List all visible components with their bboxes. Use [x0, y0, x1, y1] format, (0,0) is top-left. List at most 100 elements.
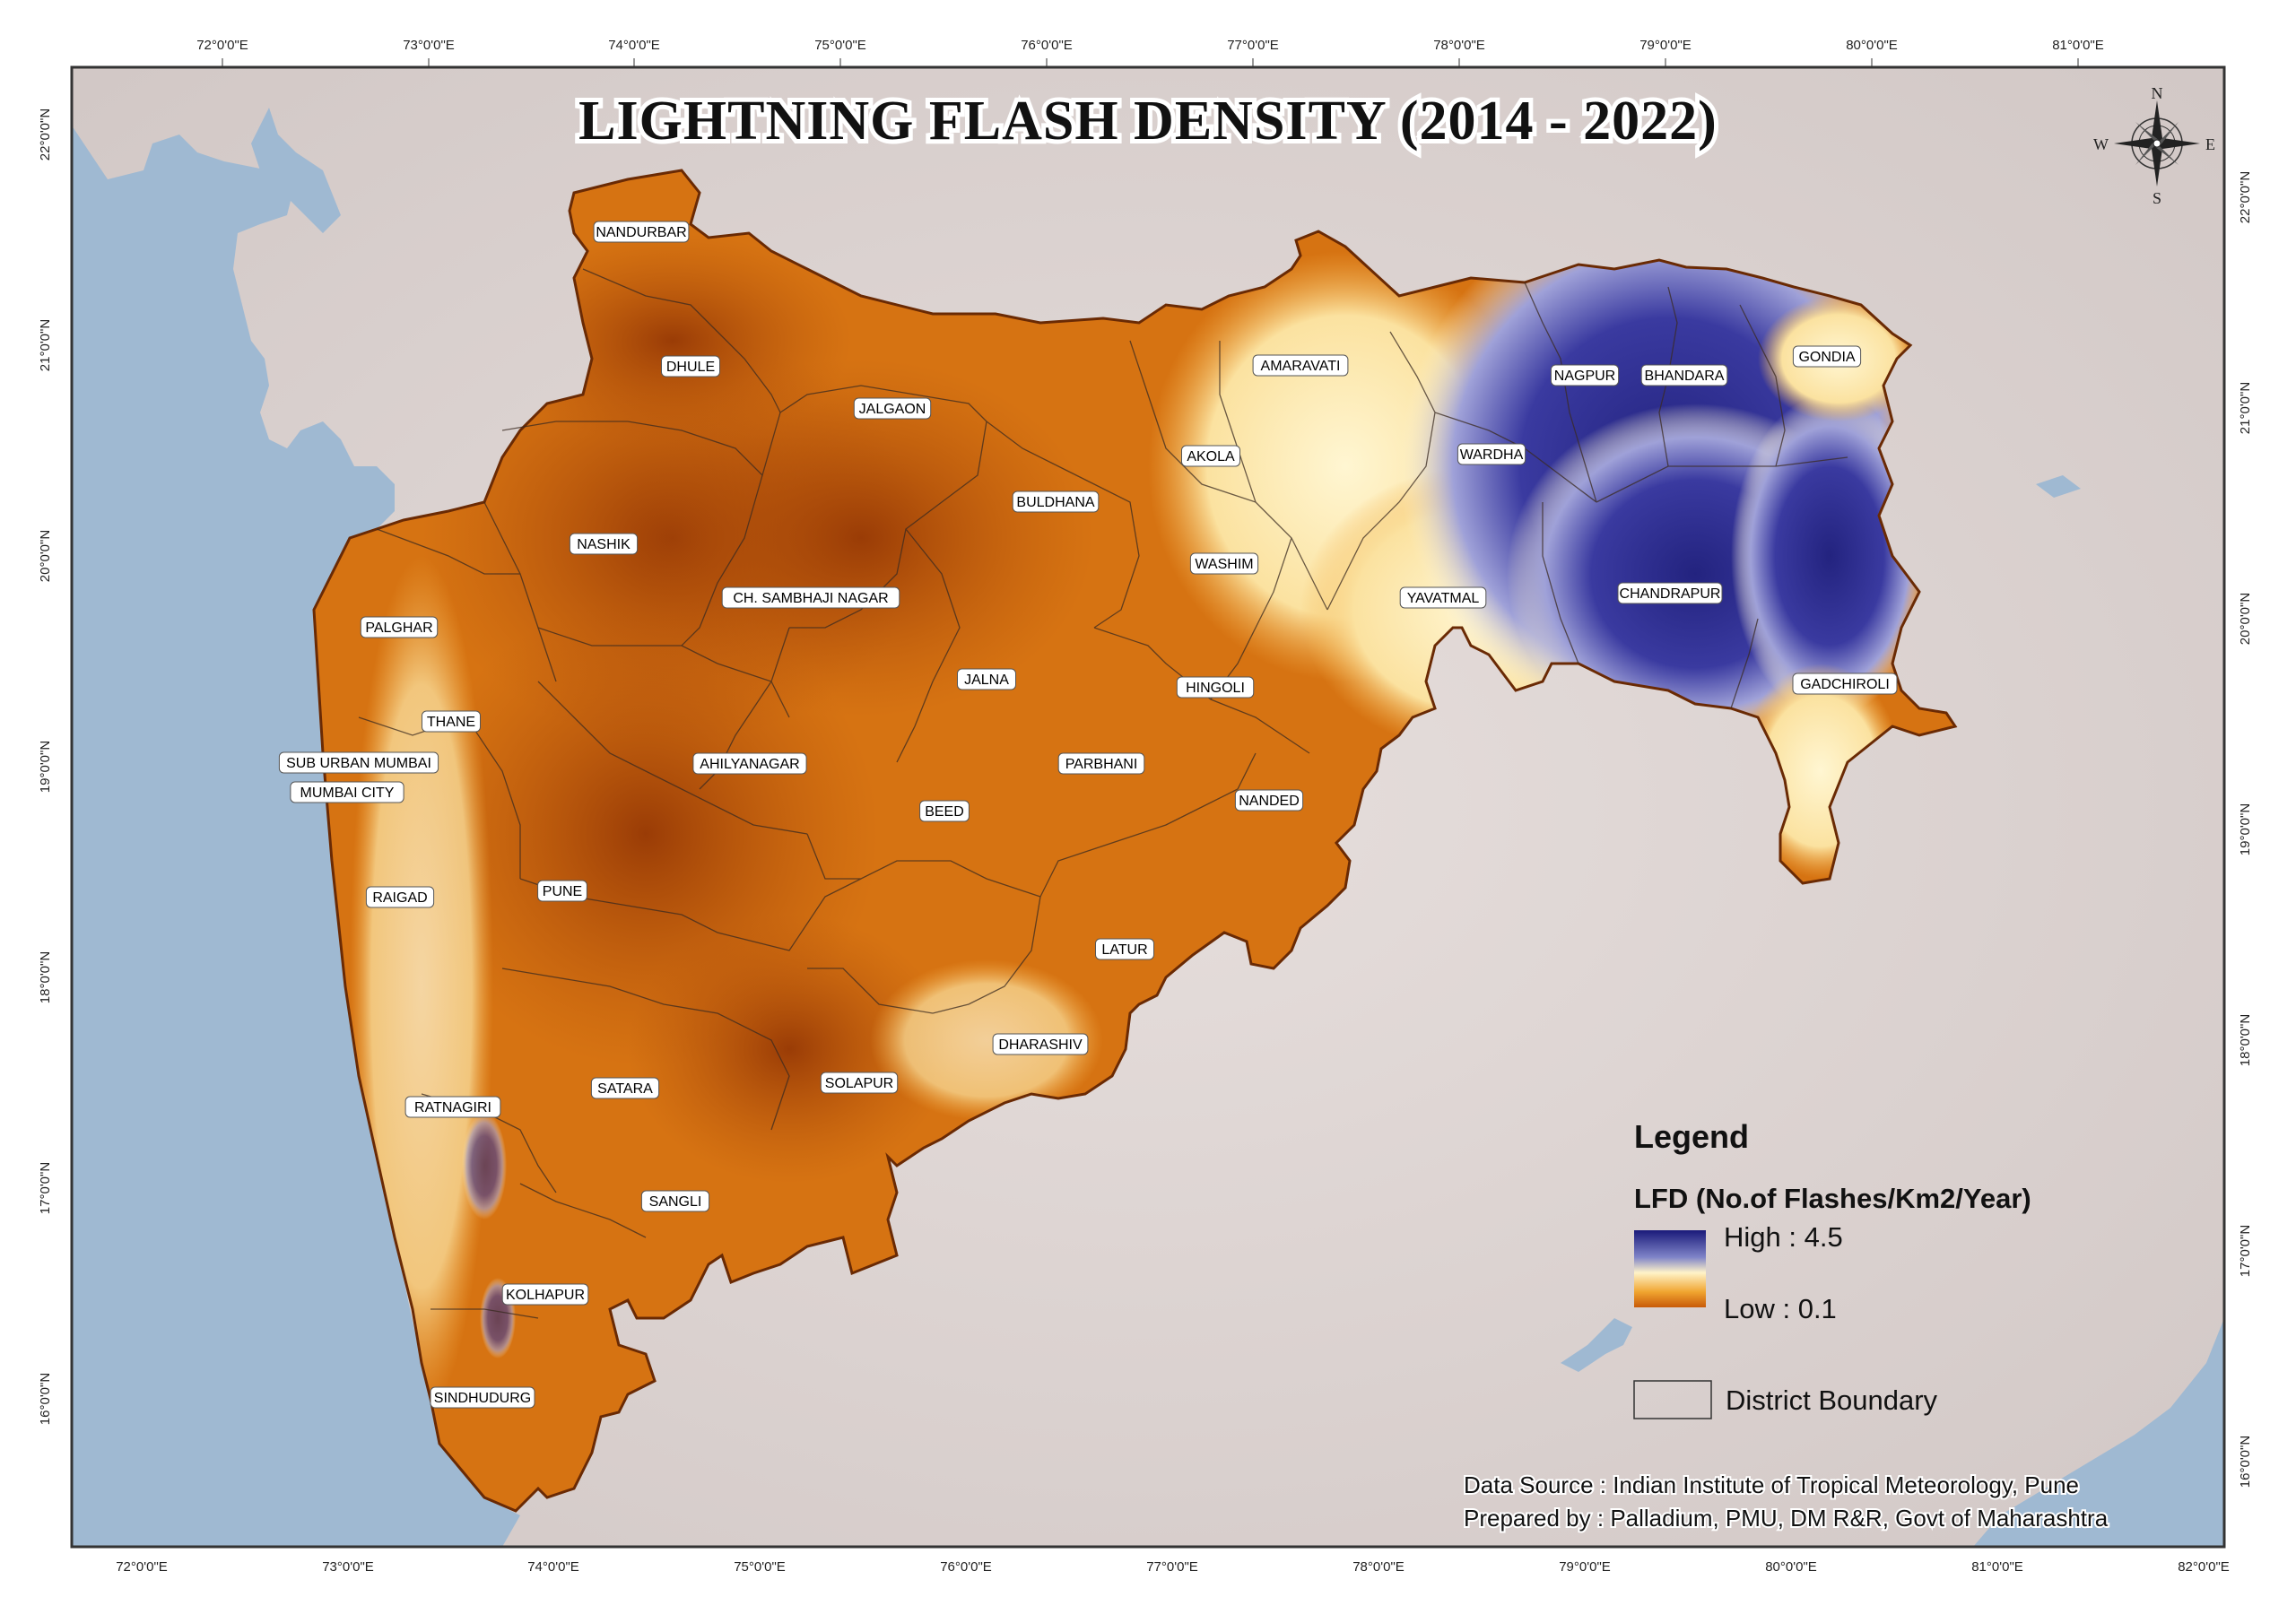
district-name: LATUR	[1101, 942, 1147, 958]
district-name: SINDHUDURG	[434, 1391, 531, 1406]
lon-tick-bottom: 78°0'0"E	[1352, 1559, 1405, 1575]
district-label-box	[430, 1386, 535, 1409]
district-labels: NANDURBAR DHULE JALGAON AMARAVATI NAGPUR BHAN…	[278, 221, 1898, 1409]
district-label-box	[278, 751, 439, 774]
district-label-box	[1181, 445, 1240, 467]
district-label-sambhajinagar: CH. SAMBHAJI NAGAR	[721, 586, 900, 609]
district-boundary-label: District Boundary	[1726, 1384, 1938, 1416]
compass-s: S	[2152, 189, 2161, 207]
legend-low-label: Low : 0.1	[1724, 1293, 1837, 1324]
district-label-washim: WASHIM	[1189, 552, 1259, 575]
district-label-box	[1792, 345, 1862, 368]
lat-tick-left: 17°0'0"N	[38, 1162, 53, 1214]
district-label-jalgaon: JALGAON	[853, 397, 932, 420]
lat-tick-left: 18°0'0"N	[38, 951, 53, 1003]
lon-tick-bottom: 73°0'0"E	[322, 1559, 374, 1575]
lon-tick-bottom: 74°0'0"E	[527, 1559, 579, 1575]
lon-tick-bottom: 81°0'0"E	[1971, 1559, 2023, 1575]
lat-tick-right: 17°0'0"N	[2238, 1225, 2253, 1277]
district-label-latur: LATUR	[1095, 938, 1154, 960]
lon-tick-bottom: 77°0'0"E	[1146, 1559, 1198, 1575]
district-label-amaravati: AMARAVATI	[1252, 354, 1349, 377]
district-name: PUNE	[543, 884, 582, 899]
district-label-box	[422, 710, 481, 733]
district-name: PALGHAR	[365, 621, 432, 636]
bay-of-bengal	[1973, 1318, 2224, 1547]
lon-tick-top: 75°0'0"E	[814, 38, 866, 53]
district-label-box	[957, 668, 1016, 690]
district-name: WARDHA	[1460, 447, 1524, 463]
district-label-gondia: GONDIA	[1792, 345, 1862, 368]
lon-tick-bottom: 82°0'0"E	[2178, 1559, 2230, 1575]
district-name: BHANDARA	[1645, 369, 1725, 384]
district-name: RAIGAD	[372, 890, 427, 906]
lon-tick-top: 76°0'0"E	[1021, 38, 1073, 53]
legend-title: Legend	[1634, 1118, 1749, 1155]
district-label-box	[1550, 364, 1620, 386]
lat-tick-right: 18°0'0"N	[2238, 1014, 2253, 1066]
district-label-box	[537, 880, 587, 902]
lat-tick-left: 16°0'0"N	[38, 1373, 53, 1425]
district-name: BULDHANA	[1016, 495, 1094, 510]
district-label-box	[1792, 673, 1898, 695]
district-label-box	[1189, 552, 1259, 575]
lat-tick-right: 20°0'0"N	[2238, 593, 2253, 645]
district-label-kolhapur: KOLHAPUR	[501, 1283, 589, 1306]
district-label-nandurbar: NANDURBAR	[593, 221, 690, 243]
district-name: MUMBAI CITY	[300, 785, 395, 801]
district-name: NAGPUR	[1554, 369, 1615, 384]
district-name: SUB URBAN MUMBAI	[286, 756, 431, 771]
district-label-nagpur: NAGPUR	[1550, 364, 1620, 386]
district-label-sangli: SANGLI	[640, 1190, 710, 1212]
district-label-box	[365, 886, 435, 908]
district-label-palghar: PALGHAR	[360, 616, 439, 638]
arabian-sea	[72, 67, 520, 1547]
district-name: JALNA	[964, 673, 1009, 688]
district-label-box	[290, 781, 404, 803]
district-label-wardha: WARDHA	[1457, 443, 1526, 465]
district-label-dharashiv: DHARASHIV	[992, 1033, 1089, 1055]
district-label-box	[721, 586, 900, 609]
lon-tick-top: 72°0'0"E	[196, 38, 248, 53]
legend: Legend LFD (No.of Flashes/Km2/Year) High…	[1633, 1118, 2031, 1419]
compass-n: N	[2152, 84, 2163, 102]
legend-color-ramp	[1634, 1230, 1706, 1307]
district-label-ahilyanagar: AHILYANAGAR	[692, 752, 807, 775]
south-east-light	[870, 959, 1103, 1121]
lon-tick-top: 74°0'0"E	[608, 38, 660, 53]
lon-tick-bottom: 72°0'0"E	[116, 1559, 168, 1575]
legend-high-label: High : 4.5	[1724, 1221, 1843, 1253]
district-boundaries	[358, 268, 1848, 1319]
compass-w: W	[2093, 135, 2109, 153]
district-name: AHILYANAGAR	[700, 757, 799, 772]
prepared-by: Prepared by : Palladium, PMU, DM R&R, Go…	[1464, 1505, 2109, 1532]
dark-zone-east	[628, 359, 1094, 717]
lon-tick-bottom: 76°0'0"E	[940, 1559, 992, 1575]
dark-zone-south	[628, 915, 951, 1184]
lat-tick-left: 22°0'0"N	[38, 108, 53, 161]
compass-e: E	[2205, 135, 2215, 153]
district-label-box	[1617, 582, 1723, 604]
district-label-thane: THANE	[422, 710, 481, 733]
district-name: AMARAVATI	[1261, 359, 1341, 374]
district-label-box	[501, 1283, 589, 1306]
district-label-beed: BEED	[919, 800, 970, 822]
reservoir	[1561, 1318, 1632, 1372]
district-label-box	[1457, 443, 1526, 465]
lon-tick-top: 79°0'0"E	[1639, 38, 1692, 53]
district-label-box	[1095, 938, 1154, 960]
district-name: CHANDRAPUR	[1620, 586, 1721, 602]
district-label-box	[919, 800, 970, 822]
district-label-box	[1176, 676, 1255, 699]
district-name: KOLHAPUR	[506, 1288, 585, 1303]
district-label-box	[590, 1077, 660, 1099]
district-label-box	[1640, 364, 1728, 386]
north-arrow: N S E W	[2093, 84, 2215, 207]
lat-tick-left: 19°0'0"N	[38, 741, 53, 793]
district-name: YAVATMAL	[1407, 591, 1480, 606]
district-label-bhandara: BHANDARA	[1640, 364, 1728, 386]
district-name: BEED	[925, 804, 964, 820]
district-label-box	[640, 1190, 710, 1212]
district-name: WASHIM	[1195, 557, 1253, 572]
